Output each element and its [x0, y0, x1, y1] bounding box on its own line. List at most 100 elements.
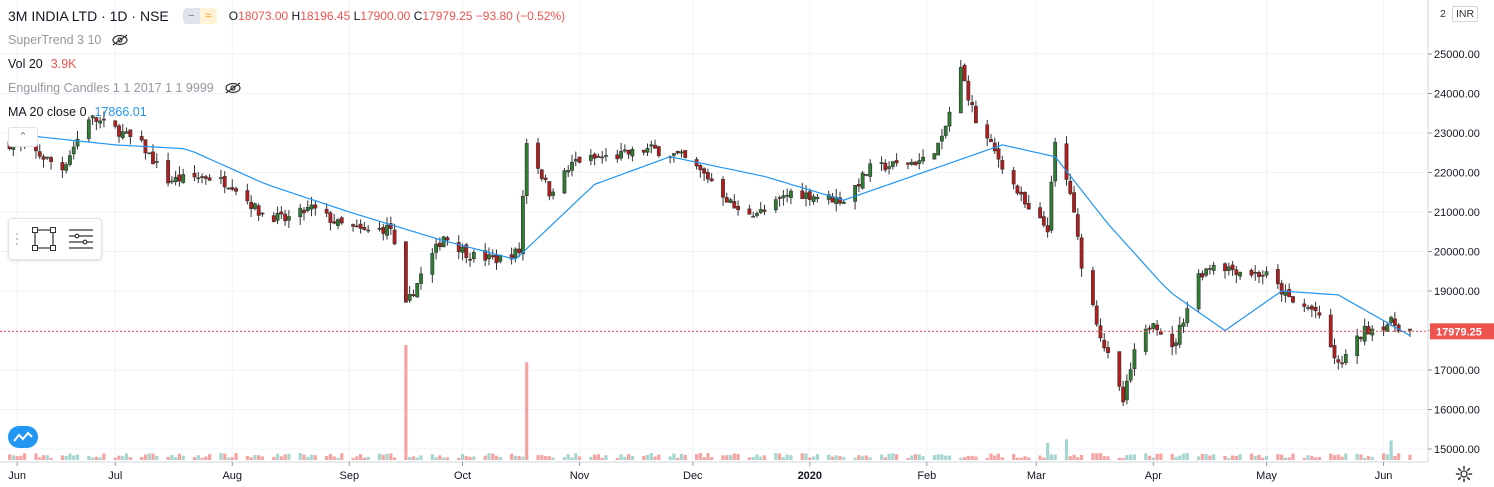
volume-bar	[1027, 457, 1031, 460]
volume-bar	[166, 456, 170, 460]
volume-bar	[389, 453, 393, 460]
candle-down	[1023, 192, 1027, 205]
candle-down	[1064, 143, 1069, 180]
candle-up	[562, 170, 567, 194]
volume-bar	[808, 457, 812, 460]
eye-off-icon[interactable]	[224, 82, 242, 94]
volume-bar	[45, 455, 49, 460]
volume-bar	[1121, 457, 1125, 460]
volume-bar	[1238, 454, 1242, 460]
volume-bar	[226, 457, 231, 460]
engulfing-legend[interactable]: Engulfing Candles 1 1 2017 1 1 9999	[8, 78, 242, 98]
candle-down	[856, 183, 861, 187]
collapse-chevron-icon[interactable]: ⌃	[8, 127, 38, 147]
candle-up	[958, 67, 963, 114]
volume-bar	[1329, 453, 1333, 460]
candle-up	[298, 207, 303, 218]
candle-down	[411, 294, 416, 297]
volume-bar	[751, 456, 755, 460]
candle-up	[622, 149, 627, 152]
candle-up	[226, 187, 231, 190]
volume-bar	[60, 455, 64, 460]
volume-bar	[577, 456, 582, 460]
volume-legend[interactable]: Vol 20 3.9K	[8, 54, 76, 74]
volume-bar	[547, 456, 551, 460]
candle-down	[313, 204, 318, 209]
compare-pill[interactable]: − ≈	[182, 8, 217, 24]
candle-up	[1226, 266, 1231, 271]
candle-up	[1196, 273, 1201, 310]
volume-bar	[340, 453, 344, 460]
volume-bar	[1230, 455, 1235, 460]
open-value: 18073.00	[238, 9, 289, 23]
candle-up	[460, 246, 465, 253]
candle-down	[222, 176, 227, 188]
candle-up	[789, 190, 793, 198]
volume-bar	[1249, 453, 1254, 460]
price-tick-label: 20000.00	[1434, 247, 1480, 259]
volume-bar	[785, 454, 789, 460]
volume-bar	[879, 454, 884, 460]
candle-down	[1068, 180, 1073, 194]
volume-bar	[989, 453, 993, 460]
price-scale[interactable]: 25000.00 24000.00 23000.00 22000.00 21000.00…	[1428, 49, 1480, 456]
volume-bar	[1012, 453, 1016, 460]
volume-bar	[1102, 456, 1106, 460]
time-tick-label: Aug	[222, 470, 242, 482]
menu-lines-icon[interactable]	[69, 229, 93, 249]
volume-bar	[706, 453, 710, 460]
volume-bar	[574, 453, 578, 460]
drag-handle-icon[interactable]	[16, 233, 18, 245]
candle-down	[1094, 305, 1099, 325]
volume-bar	[1261, 457, 1265, 460]
volume-bar	[842, 456, 846, 460]
candle-down	[1075, 214, 1080, 237]
volume-bar	[721, 455, 725, 460]
volume-bar	[1366, 456, 1371, 460]
volume-bar	[355, 456, 359, 460]
rectangle-tool-icon[interactable]	[32, 227, 56, 251]
candle-up	[826, 194, 831, 200]
volume-bar	[1408, 454, 1412, 460]
currency-badge[interactable]: INR	[1452, 6, 1479, 22]
ma-name: MA 20 close 0	[8, 105, 87, 119]
change-value: −93.80 (−0.52%)	[475, 9, 566, 23]
waves-icon[interactable]: ≈	[199, 8, 217, 24]
candle-down	[966, 80, 971, 101]
time-scale[interactable]: Jun Jul Aug Sep Oct Nov Dec 2020 Feb Mar Apr May Jun	[8, 462, 1392, 482]
eye-off-icon[interactable]	[111, 34, 129, 46]
candle-up	[917, 160, 922, 164]
volume-bar	[619, 454, 623, 460]
volume-bar	[147, 453, 151, 460]
settings-gear-icon[interactable]	[1455, 465, 1473, 483]
candle-up	[1385, 324, 1390, 332]
ma-legend[interactable]: MA 20 close 0 17866.01	[8, 102, 147, 122]
candle-up	[253, 203, 257, 209]
candle-down	[536, 142, 540, 169]
supertrend-legend[interactable]: SuperTrend 3 10	[8, 30, 129, 50]
volume-bar	[143, 454, 148, 460]
candle-up	[890, 161, 895, 167]
volume-bar	[804, 453, 808, 460]
candle-down	[354, 225, 359, 228]
volume-bar	[253, 454, 257, 460]
volume-bar	[23, 453, 27, 460]
tradingview-logo-icon[interactable]	[8, 426, 38, 448]
symbol-title[interactable]: 3M INDIA LTD · 1D · NSE	[8, 8, 169, 24]
volume-bar	[434, 457, 438, 460]
candle-down	[445, 237, 450, 241]
volume-bar	[623, 456, 627, 460]
volume-bar	[1181, 453, 1186, 460]
minus-icon[interactable]: −	[182, 8, 200, 24]
volume-bar	[600, 457, 604, 460]
volume-bar	[800, 453, 804, 460]
volume-bar	[275, 453, 280, 460]
price-tick-label: 23000.00	[1434, 128, 1480, 140]
candle-up	[441, 236, 446, 248]
candle-down	[245, 190, 250, 202]
candle-up	[154, 161, 159, 163]
volume-bar	[1336, 454, 1340, 460]
volume-bar	[883, 457, 887, 460]
volume-bar	[521, 456, 525, 460]
